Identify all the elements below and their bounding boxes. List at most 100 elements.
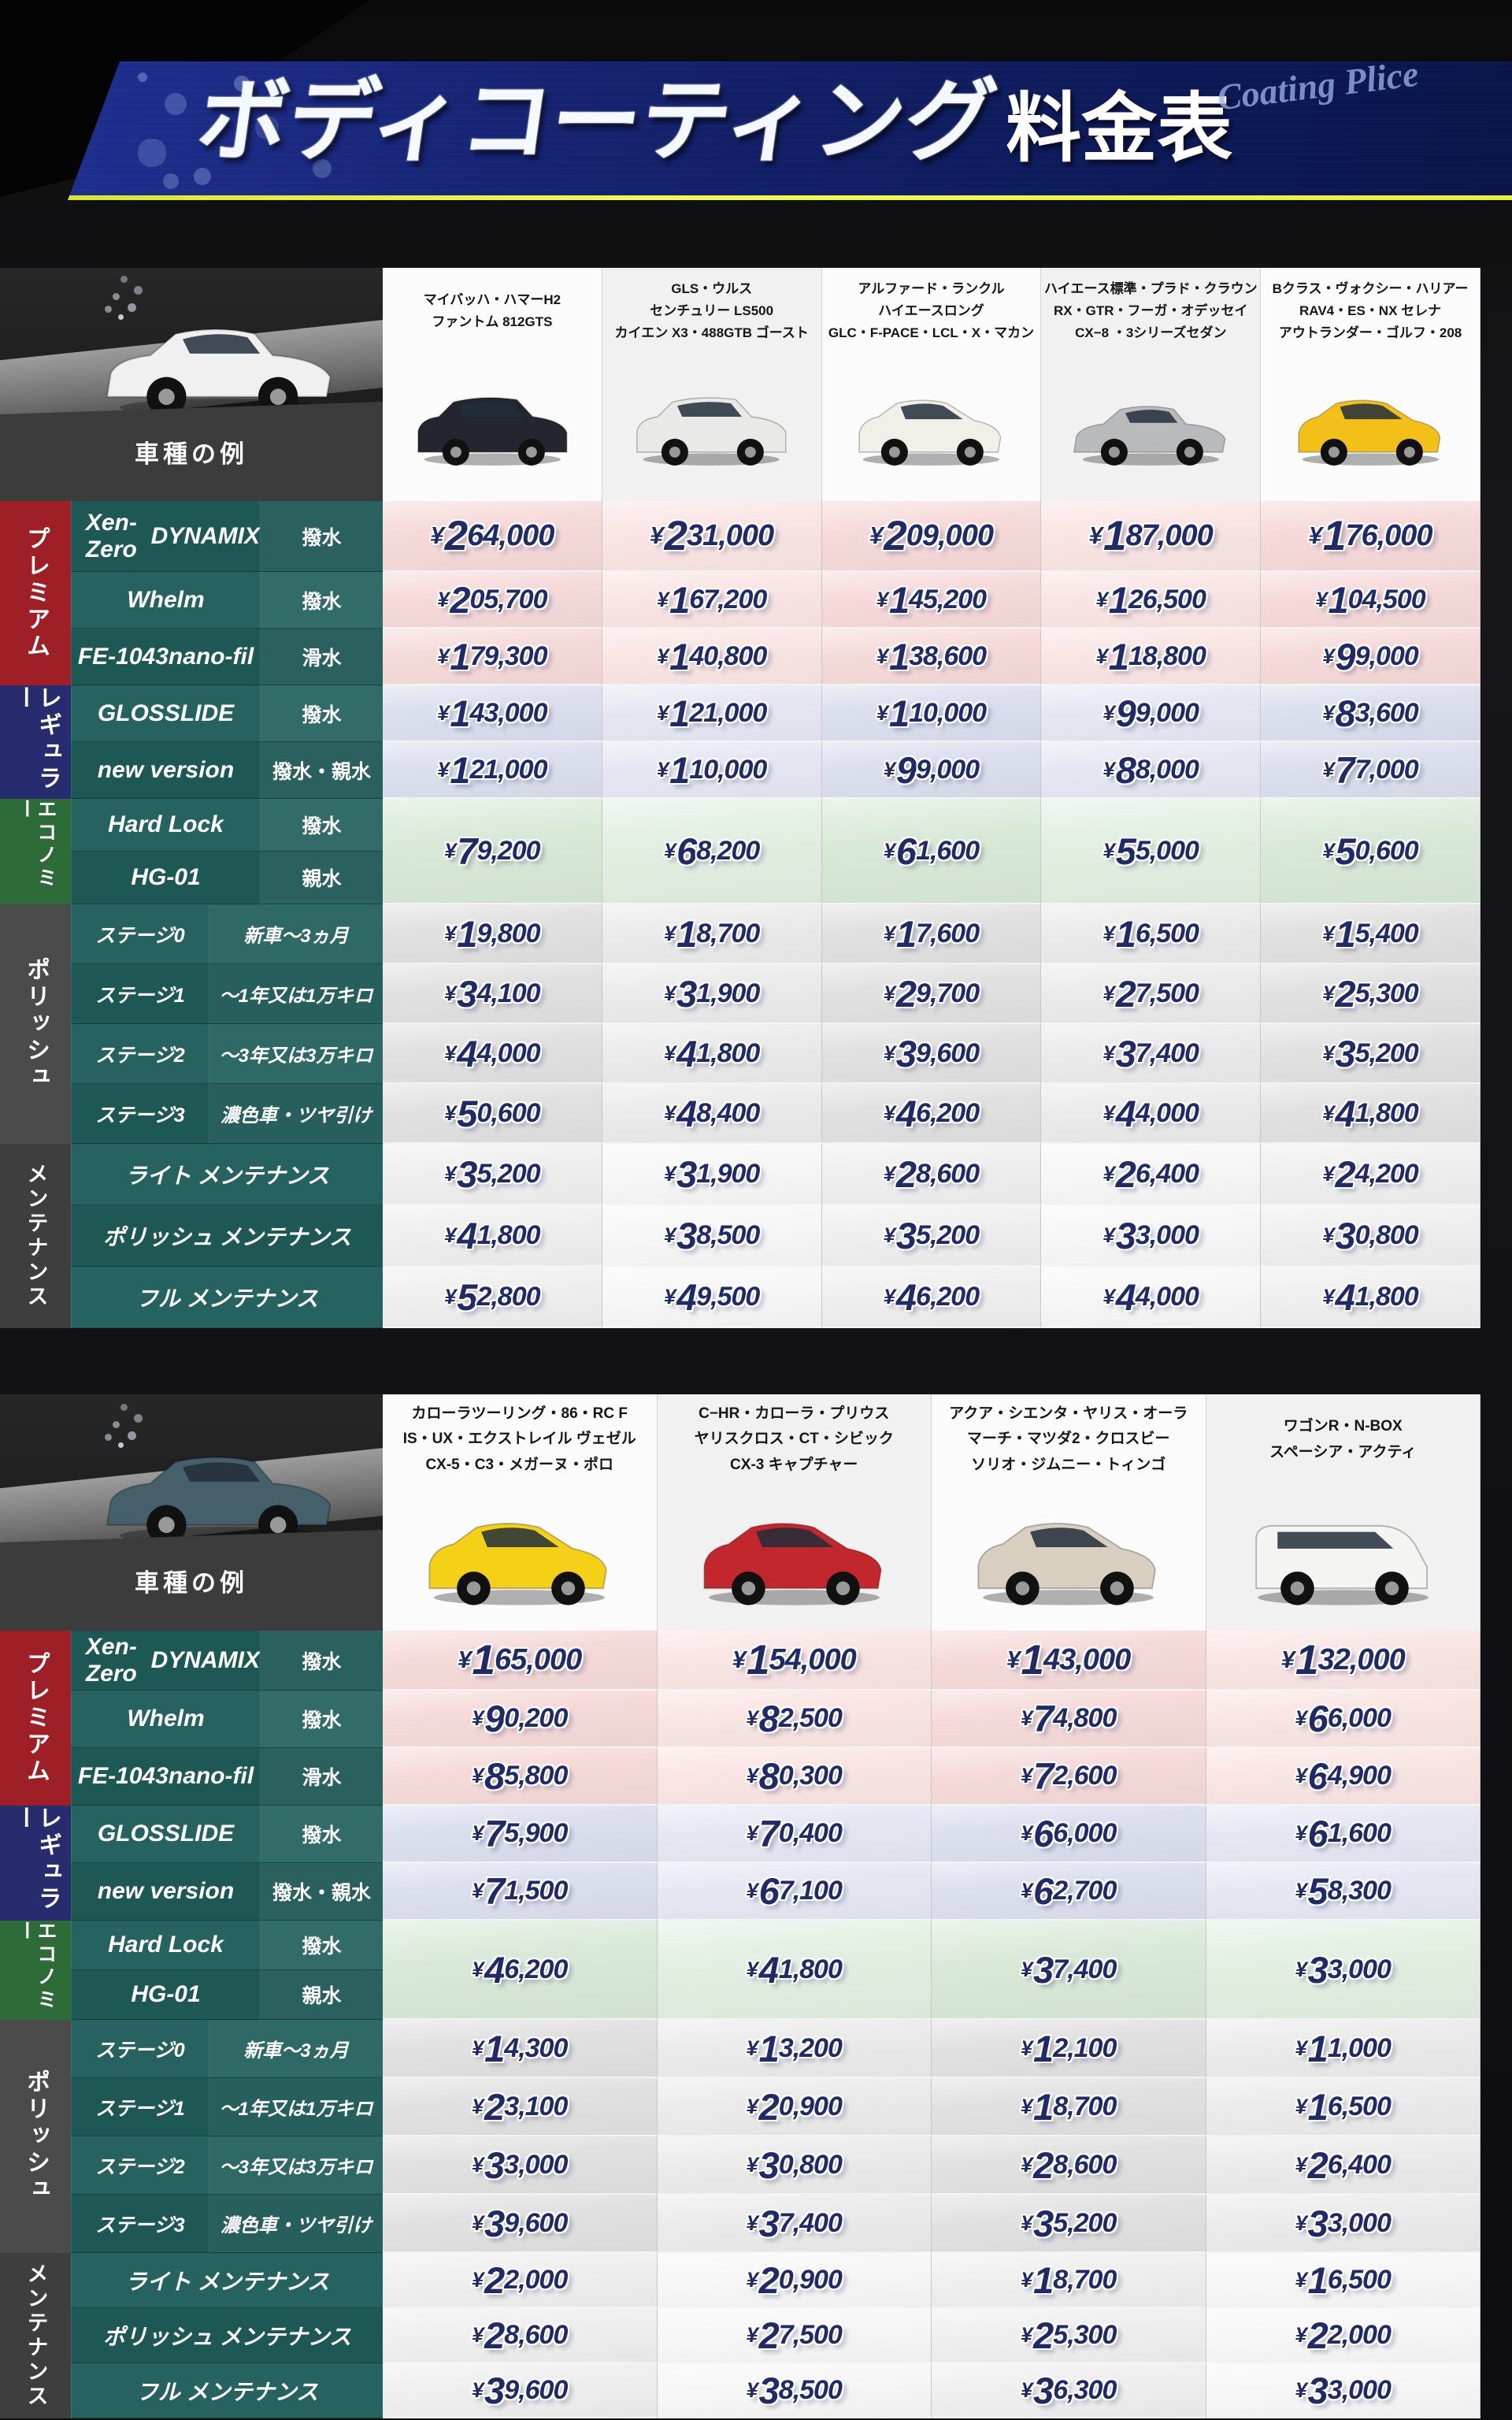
price-lead-digit: 7 xyxy=(1033,1755,1054,1797)
yen-sign: ¥ xyxy=(1322,700,1334,725)
column-header-line: GLS・ウルス xyxy=(671,280,753,296)
price-cell: ¥3 8,500 xyxy=(602,1205,822,1267)
price-lead-digit: 4 xyxy=(895,1092,917,1134)
category-label-text: メンテナンス xyxy=(24,2262,48,2409)
price-rest: 3,100 xyxy=(504,2091,568,2121)
price-lead-digit: 2 xyxy=(444,512,469,559)
category-label-text: プレミアム xyxy=(23,1651,49,1785)
yen-sign: ¥ xyxy=(1021,2094,1032,2118)
price-rest: 05,700 xyxy=(469,584,547,614)
yen-sign: ¥ xyxy=(472,1764,484,1787)
row-label: FE-1043nano-fil xyxy=(71,1748,260,1806)
yen-sign: ¥ xyxy=(746,1957,758,1981)
price-lead-digit: 3 xyxy=(758,2143,780,2186)
price-lead-digit: 2 xyxy=(1335,1152,1355,1195)
yen-sign: ¥ xyxy=(1021,2210,1032,2235)
row-tag: 滑水 xyxy=(260,1748,383,1806)
price-rest: 0,800 xyxy=(778,2149,843,2180)
price-rest: 1,600 xyxy=(916,835,980,866)
car-image xyxy=(1041,354,1262,501)
yen-sign: ¥ xyxy=(430,521,443,549)
price-cell: ¥3 7,400 xyxy=(657,2195,932,2253)
price-cell: ¥3 9,600 xyxy=(383,2363,658,2418)
column-header: アルファード・ランクル ハイエースロング GLC・F-PACE・LCL・X・マカン xyxy=(821,268,1042,354)
price-rest: 09,000 xyxy=(906,518,994,552)
price-lead-digit: 1 xyxy=(450,748,470,791)
price-cell: ¥1 7,600 xyxy=(821,904,1042,964)
price-rest: 8,700 xyxy=(1053,2264,1117,2295)
column-header-line: RX・GTR・フーガ・オデッセイ xyxy=(1054,302,1248,318)
price-rest: 1,600 xyxy=(1327,1818,1392,1848)
price-lead-digit: 8 xyxy=(484,1755,505,1797)
price-rest: 8,600 xyxy=(1053,2149,1117,2180)
price-lead-digit: 1 xyxy=(895,912,917,955)
yen-sign: ¥ xyxy=(437,587,449,611)
price-rest: 6,000 xyxy=(1327,1703,1392,1733)
price-lead-digit: 3 xyxy=(1033,1948,1054,1991)
price-cell: ¥1 8,700 xyxy=(932,2253,1206,2308)
price-rest: 9,600 xyxy=(504,2207,568,2238)
yen-sign: ¥ xyxy=(883,1284,895,1308)
price-rest: 9,600 xyxy=(504,2374,568,2405)
row-label: ステージ2 xyxy=(71,2136,209,2195)
price-rest: 9,200 xyxy=(476,835,540,866)
yen-sign: ¥ xyxy=(444,1284,456,1308)
yen-sign: ¥ xyxy=(437,700,449,725)
price-rest: 65,000 xyxy=(495,1642,582,1676)
yen-sign: ¥ xyxy=(444,838,456,863)
row-label: new version xyxy=(71,742,260,799)
price-cell: ¥2 6,400 xyxy=(1206,2136,1480,2195)
price-rest: 2,700 xyxy=(1053,1876,1117,1906)
price-cell: ¥2 64,000 xyxy=(383,501,602,572)
row-label: HG-01 xyxy=(71,852,260,904)
price-lead-digit: 3 xyxy=(676,1152,697,1195)
price-table-large-cars: 車種の例 マイバッハ・ハマーH2 ファントム 812GTS GLS・ウルス センチュリー… xyxy=(0,268,1480,1328)
row-label: ステージ1 xyxy=(71,2078,209,2136)
price-rest: 0,600 xyxy=(1354,835,1419,866)
yen-sign: ¥ xyxy=(1102,921,1115,945)
price-rest: 0,300 xyxy=(778,1761,843,1791)
column-header-line: ソリオ・ジムニー・トィンゴ xyxy=(971,1456,1166,1473)
price-rest: 9,500 xyxy=(696,1281,760,1312)
row-label: フル メンテナンス xyxy=(71,1267,383,1328)
price-cell: ¥7 9,200 xyxy=(383,799,602,904)
yen-sign: ¥ xyxy=(1102,1223,1115,1247)
row-label: HG-01 xyxy=(71,1970,260,2020)
price-cell: ¥1 3,200 xyxy=(657,2020,932,2078)
price-rest: 9,000 xyxy=(1135,697,1199,728)
price-rest: 21,000 xyxy=(689,697,767,728)
column-header: Bクラス・ヴォクシー・ハリアー RAV4・ES・NX セレナ アウトランダー・ゴルフ… xyxy=(1261,268,1480,354)
price-rest: 3,000 xyxy=(1327,2374,1392,2405)
price-rest: 67,200 xyxy=(689,584,767,614)
price-lead-digit: 5 xyxy=(457,1092,477,1134)
price-rest: 6,400 xyxy=(1135,1158,1199,1189)
price-lead-digit: 3 xyxy=(676,1214,697,1256)
price-cell: ¥1 43,000 xyxy=(383,685,602,742)
yen-sign: ¥ xyxy=(1295,1879,1307,1902)
water-spray-icon xyxy=(118,1442,124,1448)
price-rest: 1,900 xyxy=(696,1158,760,1189)
price-lead-digit: 2 xyxy=(758,2085,780,2128)
column-header-line: ファントム 812GTS xyxy=(432,314,553,329)
price-cell: ¥1 1,000 xyxy=(1206,2020,1480,2078)
row-label: Xen-Zero DYNAMIX xyxy=(71,1631,260,1691)
price-rest: 31,000 xyxy=(686,518,774,552)
price-cell: ¥2 5,300 xyxy=(932,2308,1206,2363)
yen-sign: ¥ xyxy=(1102,1284,1115,1308)
price-rest: 8,700 xyxy=(696,918,760,948)
price-rest: 54,000 xyxy=(769,1642,857,1676)
price-rest: 0,900 xyxy=(778,2264,843,2295)
column-header-line: アクア・シエンタ・ヤリス・オーラ xyxy=(949,1405,1188,1423)
yen-sign: ¥ xyxy=(746,2036,758,2060)
price-cell: ¥8 2,500 xyxy=(657,1691,932,1748)
category-label-text: レギュラー xyxy=(11,1806,61,1913)
yen-sign: ¥ xyxy=(1322,644,1334,668)
price-lead-digit: 1 xyxy=(484,2027,505,2069)
price-rest: 4,900 xyxy=(1327,1761,1392,1791)
yen-sign: ¥ xyxy=(1006,1646,1020,1673)
column-header-line: C−HR・カローラ・プリウス xyxy=(699,1405,890,1423)
price-rest: 1,800 xyxy=(778,1954,843,1984)
price-cell: ¥3 3,000 xyxy=(383,2136,658,2195)
price-cell: ¥3 8,500 xyxy=(657,2363,932,2418)
price-lead-digit: 1 xyxy=(457,912,477,955)
